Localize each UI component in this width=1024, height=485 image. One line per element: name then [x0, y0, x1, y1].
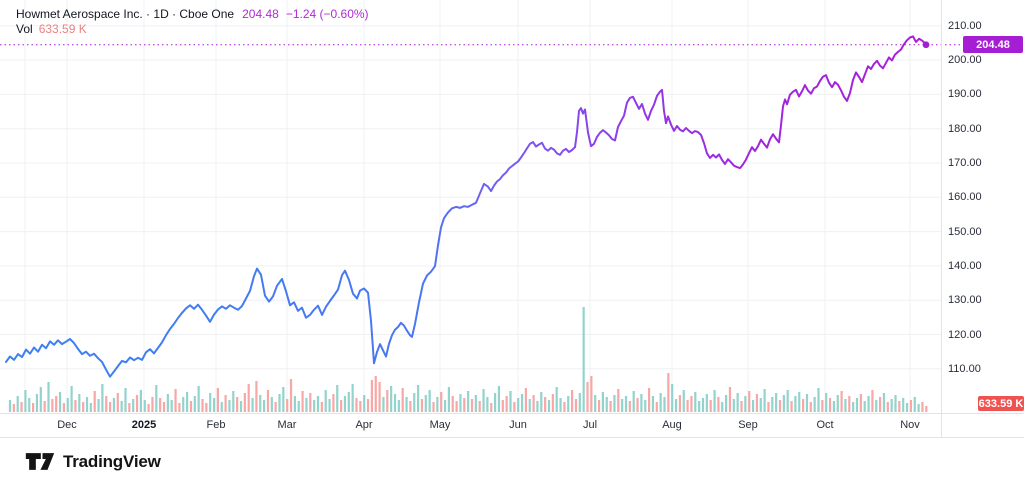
- volume-indicator-label[interactable]: Vol: [16, 22, 33, 36]
- price-line: [5, 35, 928, 378]
- last-price-text: 204.48: [242, 7, 279, 21]
- volume-bars: [8, 307, 928, 412]
- price-axis-separator: [941, 0, 942, 437]
- symbol-title[interactable]: Howmet Aerospace Inc. · 1D · Cboe One: [16, 7, 235, 21]
- last-price-badge: 204.48: [963, 36, 1023, 53]
- tradingview-brand-text: TradingView: [63, 451, 161, 471]
- tradingview-link[interactable]: TradingView: [25, 449, 161, 474]
- attribution-footer: TradingView: [0, 438, 1024, 485]
- chart-canvas[interactable]: Howmet Aerospace Inc. · 1D · Cboe One 204…: [0, 0, 1024, 438]
- chart-bottom-border: [0, 437, 1024, 438]
- volume-badge: 633.59 K: [978, 396, 1024, 411]
- time-axis-separator: [0, 413, 1024, 414]
- price-chart-svg[interactable]: [0, 0, 1024, 438]
- chart-legend: Howmet Aerospace Inc. · 1D · Cboe One 204…: [16, 7, 369, 37]
- tradingview-logo-icon: [25, 453, 55, 470]
- gridlines: [0, 0, 941, 413]
- volume-value-text: 633.59 K: [38, 22, 87, 36]
- last-price-marker: [0, 41, 1024, 49]
- price-change-text: −1.24 (−0.60%): [285, 7, 369, 21]
